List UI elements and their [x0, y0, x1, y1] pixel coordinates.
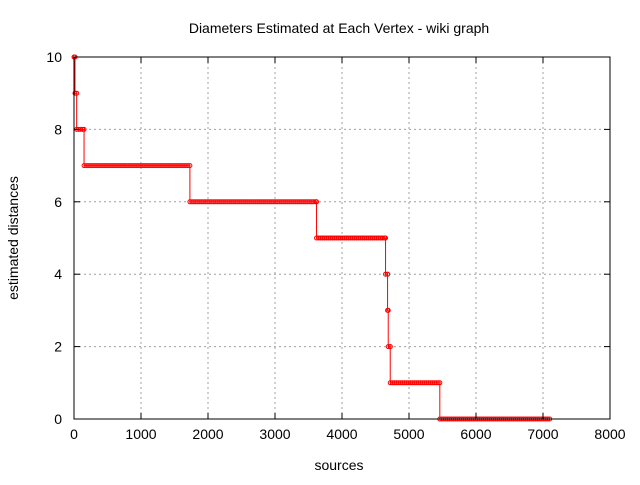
x-tick-label: 7000 — [527, 426, 558, 442]
data-point — [437, 380, 443, 386]
data-series — [71, 54, 553, 422]
x-axis-label: sources — [314, 457, 363, 473]
x-tick-label: 8000 — [594, 426, 625, 442]
y-tick-label: 6 — [54, 194, 62, 210]
y-tick-label: 10 — [46, 49, 62, 65]
data-point — [311, 199, 317, 205]
y-axis-label: estimated distances — [5, 176, 21, 300]
series-markers — [71, 54, 553, 422]
data-point — [187, 163, 193, 169]
data-point — [383, 235, 389, 241]
data-point — [387, 344, 393, 350]
axis-ticks — [73, 56, 611, 420]
x-tick-label: 2000 — [192, 426, 223, 442]
tick-labels: 0 1000 2000 3000 4000 5000 6000 7000 8000 0 2 4 6 8 10 — [46, 49, 625, 442]
x-tick-label: 3000 — [259, 426, 290, 442]
x-tick-label: 4000 — [326, 426, 357, 442]
data-point — [314, 199, 320, 205]
data-point — [385, 307, 391, 313]
x-tick-label: 1000 — [125, 426, 156, 442]
data-point — [383, 271, 389, 277]
data-point — [81, 126, 87, 132]
y-tick-label: 2 — [54, 339, 62, 355]
grid-lines — [74, 57, 610, 419]
x-tick-label: 6000 — [460, 426, 491, 442]
data-point — [72, 90, 78, 96]
data-point — [385, 271, 391, 277]
data-point — [185, 163, 191, 169]
data-point — [380, 235, 386, 241]
x-tick-label: 0 — [70, 426, 78, 442]
x-tick-label: 5000 — [393, 426, 424, 442]
chart-title: Diameters Estimated at Each Vertex - wik… — [189, 20, 489, 36]
data-point — [435, 380, 441, 386]
data-point — [385, 344, 391, 350]
y-tick-label: 8 — [54, 121, 62, 137]
y-tick-label: 4 — [54, 266, 62, 282]
y-tick-label: 0 — [54, 411, 62, 427]
data-point — [74, 90, 80, 96]
series-line — [74, 56, 550, 420]
